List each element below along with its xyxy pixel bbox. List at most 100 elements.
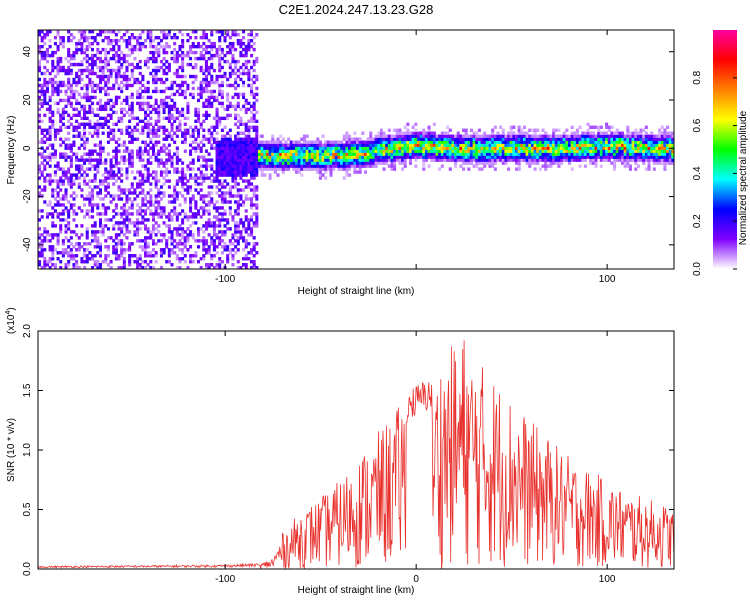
heatmap-cell: [109, 218, 113, 222]
heatmap-cell: [252, 248, 256, 252]
heatmap-cell: [469, 128, 473, 132]
heatmap-cell: [242, 62, 246, 67]
heatmap-cell: [234, 233, 238, 237]
heatmap-cell: [88, 200, 92, 204]
heatmap-cell: [61, 218, 65, 222]
heatmap-cell: [51, 110, 55, 115]
heatmap-cell: [51, 263, 55, 267]
heatmap-cell: [231, 44, 235, 49]
heatmap-cell: [252, 128, 256, 132]
heatmap-cell: [218, 152, 222, 156]
heatmap-cell: [501, 158, 505, 162]
heatmap-cell: [605, 152, 609, 156]
heatmap-cell: [93, 236, 97, 240]
heatmap-cell: [223, 158, 227, 162]
heatmap-cell: [173, 56, 177, 61]
heatmap-cell: [326, 158, 330, 162]
heatmap-cell: [120, 245, 124, 249]
heatmap-cell: [377, 146, 381, 150]
heatmap-cell: [133, 77, 137, 82]
heatmap-cell: [189, 47, 193, 52]
heatmap-cell: [615, 137, 619, 141]
heatmap-cell: [157, 113, 161, 118]
heatmap-cell: [599, 158, 603, 162]
heatmap-cell: [374, 164, 378, 168]
heatmap-cell: [504, 152, 508, 156]
heatmap-cell: [332, 143, 336, 147]
heatmap-cell: [162, 206, 166, 210]
heatmap-cell: [83, 260, 87, 264]
heatmap-cell: [382, 137, 386, 141]
heatmap-cell: [210, 146, 214, 150]
colorbar-tick-label: 0.4: [692, 166, 703, 180]
heatmap-cell: [560, 134, 564, 138]
heatmap-cell: [88, 35, 92, 40]
colorbar-label: Normalized spectral amplitude: [738, 110, 749, 245]
heatmap-cell: [40, 30, 44, 34]
heatmap-cell: [104, 209, 108, 213]
heatmap-cell: [85, 65, 89, 70]
heatmap-cell: [613, 158, 617, 162]
heatmap-cell: [239, 116, 243, 121]
heatmap-cell: [427, 152, 431, 156]
heatmap-cell: [398, 161, 402, 165]
heatmap-cell: [281, 158, 285, 162]
heatmap-cell: [186, 110, 190, 115]
heatmap-cell: [88, 257, 92, 261]
heatmap-cell: [146, 236, 150, 240]
heatmap-cell: [615, 143, 619, 147]
heatmap-cell: [101, 68, 105, 73]
heatmap-cell: [573, 146, 577, 150]
heatmap-cell: [67, 71, 71, 76]
heatmap-cell: [212, 128, 216, 132]
heatmap-cell: [212, 95, 216, 100]
heatmap-cell: [202, 212, 206, 216]
heatmap-cell: [88, 197, 92, 201]
heatmap-cell: [223, 53, 227, 58]
heatmap-cell: [207, 233, 211, 237]
heatmap-cell: [236, 239, 240, 243]
heatmap-cell: [244, 98, 248, 103]
heatmap-cell: [96, 239, 100, 243]
heatmap-cell: [541, 128, 545, 132]
heatmap-cell: [178, 122, 182, 126]
heatmap-cell: [138, 86, 142, 91]
heatmap-cell: [485, 155, 489, 159]
heatmap-cell: [239, 140, 243, 144]
heatmap-cell: [215, 266, 219, 270]
heatmap-cell: [175, 152, 179, 156]
heatmap-cell: [636, 137, 640, 141]
heatmap-cell: [313, 140, 317, 144]
heatmap-cell: [40, 86, 44, 91]
heatmap-cell: [623, 134, 627, 138]
heatmap-cell: [194, 30, 198, 34]
heatmap-cell: [228, 44, 232, 49]
heatmap-cell: [655, 143, 659, 147]
heatmap-cell: [607, 146, 611, 150]
heatmap-cell: [48, 95, 52, 100]
heatmap-cell: [507, 155, 511, 159]
heatmap-cell: [212, 266, 216, 270]
heatmap-cell: [181, 185, 185, 189]
heatmap-cell: [340, 155, 344, 159]
heatmap-cell: [239, 65, 243, 70]
heatmap-cell: [613, 155, 617, 159]
heatmap-cell: [234, 113, 238, 118]
heatmap-cell: [194, 62, 198, 67]
heatmap-cell: [536, 149, 540, 153]
heatmap-cell: [250, 161, 254, 165]
heatmap-cell: [313, 143, 317, 147]
heatmap-cell: [284, 146, 288, 150]
heatmap-cell: [568, 155, 572, 159]
heatmap-cell: [181, 65, 185, 70]
heatmap-cell: [114, 155, 118, 159]
heatmap-cell: [448, 149, 452, 153]
heatmap-cell: [236, 248, 240, 252]
heatmap-cell: [236, 212, 240, 216]
heatmap-cell: [136, 101, 140, 106]
heatmap-cell: [72, 230, 76, 234]
heatmap-cell: [250, 65, 254, 70]
heatmap-cell: [295, 155, 299, 159]
heatmap-cell: [43, 227, 47, 231]
heatmap-cell: [432, 143, 436, 147]
